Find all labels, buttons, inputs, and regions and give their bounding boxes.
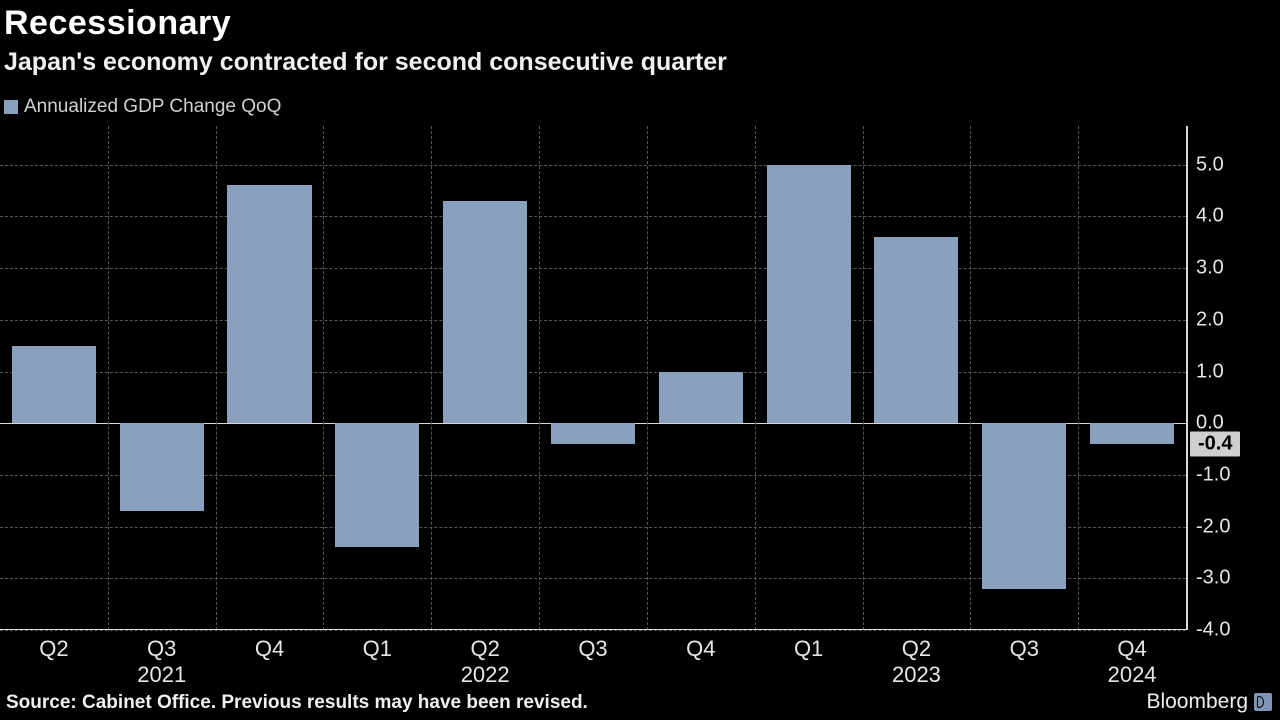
x-year-label: 2022 (461, 662, 510, 688)
gridline-h (0, 268, 1186, 269)
x-year-label: 2024 (1108, 662, 1157, 688)
y-axis-title: Percent (1275, 344, 1280, 413)
x-tick-label: Q2 (39, 636, 68, 662)
x-year-label: 2023 (892, 662, 941, 688)
x-tick-label: Q4 (686, 636, 715, 662)
x-tick-label: Q4 (255, 636, 284, 662)
bar (12, 346, 96, 424)
plot-inner (0, 126, 1186, 630)
bar (767, 165, 851, 423)
bar (227, 185, 311, 423)
chart-title: Recessionary (4, 4, 231, 43)
bar (1090, 423, 1174, 444)
legend-label: Annualized GDP Change QoQ (24, 96, 281, 118)
gridline-h (0, 630, 1186, 631)
gridline-v (539, 126, 540, 630)
bar (551, 423, 635, 444)
chart-container: Recessionary Japan's economy contracted … (0, 0, 1280, 720)
brand-label: Bloomberg (1146, 690, 1248, 714)
last-value-flag: -0.4 (1190, 431, 1240, 456)
bar (335, 423, 419, 547)
y-axis-line (1186, 126, 1188, 630)
gridline-v (323, 126, 324, 630)
gridline-v (431, 126, 432, 630)
y-tick-label: -4.0 (1196, 619, 1230, 642)
y-tick-label: 1.0 (1196, 360, 1224, 383)
gridline-v (647, 126, 648, 630)
gridline-v (108, 126, 109, 630)
x-year-label: 2021 (137, 662, 186, 688)
x-tick-label: Q3 (1010, 636, 1039, 662)
gridline-h (0, 372, 1186, 373)
y-tick-label: -3.0 (1196, 567, 1230, 590)
x-axis-line (0, 629, 1186, 630)
bar (120, 423, 204, 511)
y-tick-label: 5.0 (1196, 153, 1224, 176)
brand: Bloomberg (1146, 690, 1272, 714)
y-tick-label: 4.0 (1196, 205, 1224, 228)
x-tick-label: Q1 (794, 636, 823, 662)
bar (982, 423, 1066, 588)
gridline-h (0, 320, 1186, 321)
x-tick-label: Q3 (578, 636, 607, 662)
gridline-v (755, 126, 756, 630)
bar (443, 201, 527, 423)
legend: Annualized GDP Change QoQ (4, 96, 281, 118)
gridline-h (0, 165, 1186, 166)
source-text: Source: Cabinet Office. Previous results… (6, 692, 588, 714)
chart-subtitle: Japan's economy contracted for second co… (4, 48, 727, 77)
x-tick-label: Q4 (1117, 636, 1146, 662)
legend-swatch (4, 100, 18, 114)
bar (874, 237, 958, 423)
x-tick-label: Q2 (902, 636, 931, 662)
y-tick-label: -2.0 (1196, 515, 1230, 538)
gridline-v (863, 126, 864, 630)
plot-area (0, 126, 1186, 630)
gridline-v (1078, 126, 1079, 630)
bar (659, 372, 743, 424)
brand-icon (1254, 693, 1272, 711)
x-tick-label: Q2 (470, 636, 499, 662)
gridline-h (0, 216, 1186, 217)
x-tick-label: Q3 (147, 636, 176, 662)
gridline-v (216, 126, 217, 630)
y-tick-label: -1.0 (1196, 463, 1230, 486)
x-tick-label: Q1 (363, 636, 392, 662)
gridline-v (970, 126, 971, 630)
y-tick-label: 3.0 (1196, 257, 1224, 280)
y-tick-label: 2.0 (1196, 308, 1224, 331)
